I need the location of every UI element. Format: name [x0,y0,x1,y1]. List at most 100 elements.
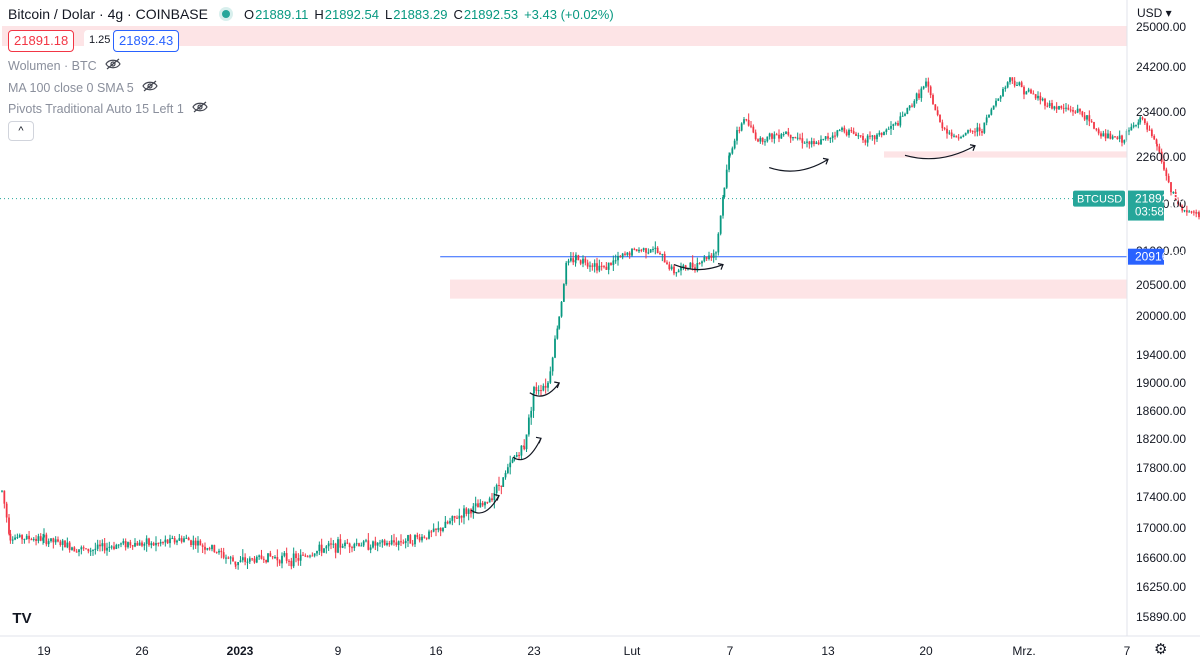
candle-body [584,258,587,263]
candle-body [108,546,111,548]
candle-body [822,138,825,140]
candle-body [682,265,685,268]
price-tick-label: 20000.00 [1136,309,1186,323]
currency-select[interactable]: USD ▾ [1137,6,1172,20]
candle-body [325,546,328,549]
candle-body [1079,108,1081,112]
candle-body [871,135,874,137]
candle-body [183,538,185,542]
candle-body [460,515,463,518]
candle-body [696,263,699,271]
candle-body [806,141,808,143]
indicator-ma[interactable]: MA 100 close 0 SMA 5 [8,80,158,95]
support-resistance-zone [450,279,1127,299]
price-axis: 25000.0024200.0023400.0022600.0021800.00… [1073,0,1186,636]
candle-body [869,135,871,137]
candle-body [16,537,19,539]
candle-body [57,539,59,542]
gear-icon[interactable]: ⚙ [1154,641,1168,658]
indicator-label: MA 100 close 0 SMA 5 [8,80,134,95]
candle-body [565,262,568,285]
indicator-volume[interactable]: Wolumen · BTC [8,58,121,73]
candle-body [824,136,827,139]
candle-body [551,357,554,372]
candle-body [612,260,615,265]
candle-body [725,169,728,188]
candle-body [960,136,962,138]
change-value: +3.43 (+0.02%) [524,6,614,22]
candle-body [855,133,857,136]
symbol-title[interactable]: Bitcoin / Dolar · 4g · COINBASE [8,6,208,22]
collapse-legend-button[interactable]: ^ [8,121,34,141]
price-tick-label: 19400.00 [1136,348,1186,362]
candle-body [481,502,484,506]
candle-body [225,557,227,559]
candle-body [246,561,249,563]
candle-body [883,131,885,136]
candle-body [733,140,736,149]
candle-body [841,127,843,131]
price-tick-label: 20500.00 [1136,278,1186,292]
candle-body [110,546,113,548]
candle-body [684,265,687,269]
candle-body [1018,82,1021,85]
candle-body [876,134,878,140]
candle-body [127,542,129,548]
candle-body [295,553,297,559]
candle-body [411,543,414,545]
eye-off-icon[interactable] [142,80,158,95]
eye-off-icon[interactable] [104,58,121,73]
candle-body [957,137,960,139]
indicator-pivots[interactable]: Pivots Traditional Auto 15 Left 1 [8,101,208,116]
candle-body [425,537,428,539]
candle-body [873,135,876,140]
candle-body [45,534,48,545]
candle-body [306,556,309,558]
candle-body [220,550,223,553]
candle-body [614,260,617,262]
candle-body [1044,98,1046,106]
candle-body [379,542,381,544]
candle-body [458,515,461,519]
candle-body [981,131,983,133]
candle-body [582,258,584,264]
candle-body [395,542,398,545]
candle-body [946,128,948,134]
price-tick-label: 17800.00 [1136,461,1186,475]
candle-body [535,387,538,391]
candle-body [904,113,906,116]
candle-body [418,537,421,541]
eye-off-icon[interactable] [192,101,208,116]
candle-body [715,252,717,254]
candle-body [520,445,523,456]
candle-body [598,265,601,271]
candle-body [845,131,848,136]
candle-body [323,548,325,553]
candle-body [292,553,295,567]
candle-body [757,139,759,142]
time-tick-label: 2023 [227,644,254,658]
candle-body [388,543,391,545]
candle-body [698,263,701,265]
candle-body [407,535,409,541]
candle-body [848,129,850,136]
candle-body [1048,103,1051,107]
candle-body [974,131,976,133]
candle-body [1135,124,1137,126]
candle-body [96,544,99,549]
candle-body [1118,135,1121,139]
candle-body [1004,87,1007,89]
candle-body [544,385,547,388]
sell-button[interactable]: 21891.18 [8,30,75,52]
candle-body [1100,133,1102,137]
candle-body [533,387,535,394]
candle-body [421,536,423,541]
candle-body [731,148,734,154]
candle-body [808,141,811,145]
candle-body [857,135,860,137]
candle-body [680,267,682,271]
candle-body [218,550,220,553]
candle-body [813,141,815,145]
buy-button[interactable]: 21892.43 [113,30,180,52]
